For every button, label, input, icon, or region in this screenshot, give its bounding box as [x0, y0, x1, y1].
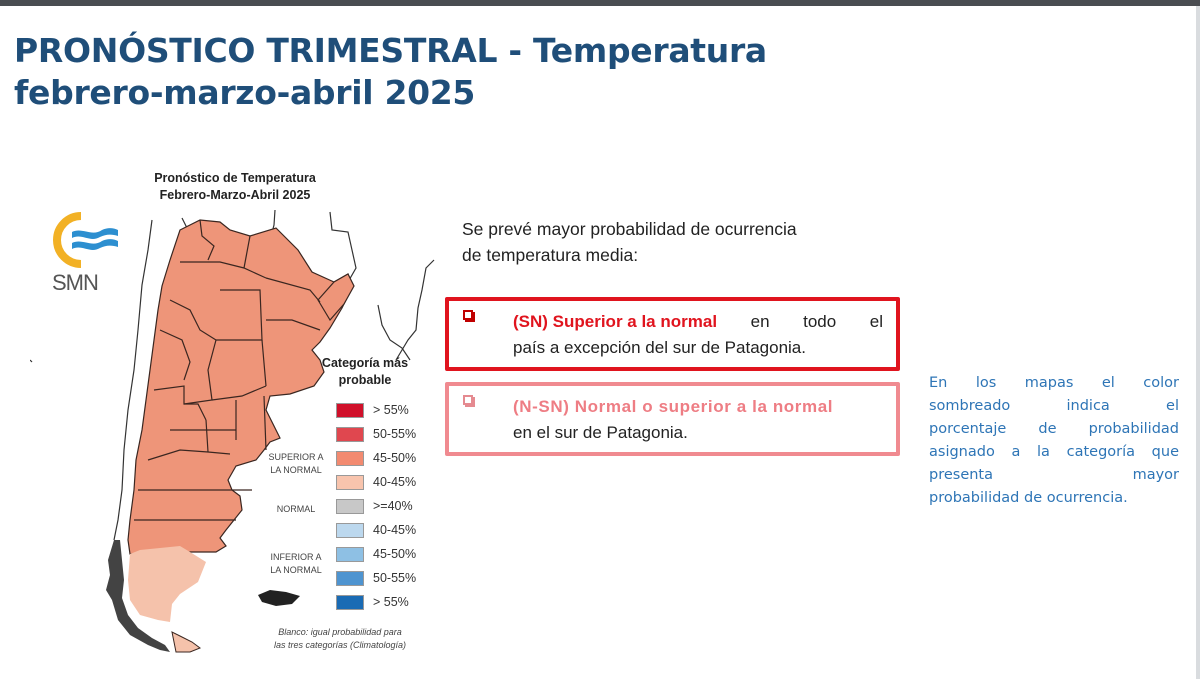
- legend-value: 40-45%: [373, 523, 417, 537]
- map-title: Pronóstico de Temperatura Febrero-Marzo-…: [120, 170, 350, 204]
- map-title-line2: Febrero-Marzo-Abril 2025: [159, 188, 311, 202]
- legend-swatch: [336, 474, 364, 490]
- slide-title-line2: febrero-marzo-abril 2025: [14, 73, 476, 112]
- legend-category-normal: NORMAL: [276, 504, 316, 514]
- legend-item: 40-45%: [336, 474, 416, 490]
- legend-value: 50-55%: [373, 571, 417, 585]
- slide-title: PRONÓSTICO TRIMESTRAL - Temperatura febr…: [14, 30, 767, 114]
- checkbox-bullet-icon: [463, 310, 473, 320]
- legend-swatch: [336, 522, 364, 538]
- forecast-intro: Se prevé mayor probabilidad de ocurrenci…: [462, 219, 797, 265]
- nsn-description: en el sur de Patagonia.: [513, 423, 688, 442]
- legend-item: >=40%: [336, 498, 413, 514]
- legend-item: 40-45%: [336, 522, 416, 538]
- window-right-edge: [1196, 6, 1200, 679]
- checkbox-bullet-icon: [463, 395, 473, 405]
- nsn-label: (N-SN) Normal o superior a la normal: [513, 397, 834, 416]
- legend-value: 45-50%: [373, 547, 417, 561]
- forecast-box-nsn: (N-SN) Normal o superior a la normal en …: [445, 382, 900, 456]
- legend-category-superior: SUPERIOR A LA NORMAL: [268, 452, 324, 475]
- smn-logo-text: SMN: [52, 270, 99, 295]
- legend-item: > 55%: [336, 594, 409, 610]
- argentina-forecast-map: [30, 209, 435, 653]
- legend-value: >=40%: [373, 499, 413, 513]
- legend-swatch: [336, 546, 364, 562]
- legend-item: 50-55%: [336, 426, 416, 442]
- legend-swatch: [336, 570, 364, 586]
- legend-swatch: [336, 402, 364, 418]
- legend-title-line1: Categoría más: [321, 356, 409, 370]
- province-borders: [134, 219, 321, 521]
- legend-item: > 55%: [336, 402, 409, 418]
- legend-value: 40-45%: [373, 475, 417, 489]
- map-title-line1: Pronóstico de Temperatura: [154, 171, 316, 185]
- legend-note: Blanco: igual probabilidad para las tres…: [273, 627, 407, 650]
- legend-value: > 55%: [373, 595, 409, 609]
- smn-logo: SMN: [48, 210, 123, 300]
- legend-item: 45-50%: [336, 450, 416, 466]
- sn-description: país a excepción del sur de Patagonia.: [513, 338, 806, 357]
- slide-title-line1: PRONÓSTICO TRIMESTRAL - Temperatura: [14, 31, 767, 70]
- legend-category-inferior: INFERIOR A LA NORMAL: [270, 552, 322, 575]
- legend-swatch: [336, 426, 364, 442]
- legend-value: 50-55%: [373, 427, 417, 441]
- forecast-box-sn: (SN) Superior a la normal en todo el paí…: [445, 297, 900, 371]
- sn-label: (SN) Superior a la normal: [513, 312, 718, 331]
- chile-fjords: [106, 540, 300, 652]
- argentina-region-south-patagonia: [128, 546, 206, 622]
- legend-item: 50-55%: [336, 570, 416, 586]
- legend-value: 45-50%: [373, 451, 417, 465]
- legend-swatch: [336, 498, 364, 514]
- side-note: En los mapas el color sombreado indica e…: [929, 375, 1179, 506]
- legend-item: 45-50%: [336, 546, 416, 562]
- window-top-bar: [0, 0, 1200, 6]
- smn-logo-icon: [53, 212, 118, 268]
- legend-title: Categoría más probable: [315, 355, 415, 389]
- legend-title-line2: probable: [338, 373, 392, 387]
- legend-swatch: [336, 450, 364, 466]
- legend-value: > 55%: [373, 403, 409, 417]
- legend-swatch: [336, 594, 364, 610]
